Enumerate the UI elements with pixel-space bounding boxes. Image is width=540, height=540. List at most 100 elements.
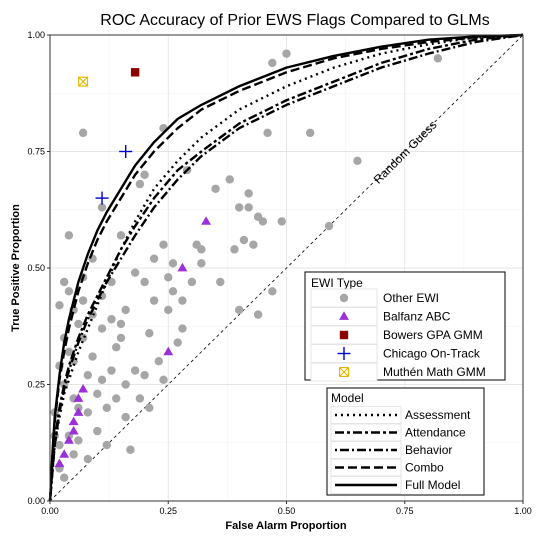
bowers-gpa-gmm-point: [130, 68, 140, 77]
other-ewi-point: [102, 403, 111, 412]
random-guess-line: [49, 34, 524, 502]
balfanz-abc-point: [73, 407, 84, 416]
other-ewi-point: [145, 403, 154, 412]
ewi-legend-label: Bowers GPA GMM: [383, 328, 483, 342]
chicago-on-track-point: [95, 191, 109, 205]
x-tick-label: 0.50: [278, 506, 296, 516]
other-ewi-point: [93, 389, 102, 399]
other-ewi-point: [164, 305, 173, 315]
model-legend-entries: Assessment Attendance Behavior Combo Full Mo…: [330, 406, 471, 494]
other-ewi-point: [59, 277, 69, 287]
other-ewi-point: [268, 287, 277, 296]
balfanz-abc-point: [54, 458, 65, 468]
other-ewi-point: [55, 301, 64, 310]
other-ewi-point: [93, 426, 102, 436]
ewi-legend-key-muth-n-math-gmm: [339, 367, 350, 378]
other-ewi-point: [130, 268, 140, 277]
other-ewi-point: [74, 319, 83, 329]
x-tick-label: 0.75: [396, 506, 414, 516]
y-tick-label: 0.25: [27, 380, 45, 390]
other-ewi-point: [83, 454, 93, 464]
ewi-legend-key-bowers-gpa-gmm: [339, 330, 349, 340]
other-ewi-point: [83, 370, 93, 380]
other-ewi-point: [433, 54, 443, 63]
balfanz-abc-point: [68, 416, 79, 426]
other-ewi-point: [135, 179, 145, 189]
other-ewi-point: [159, 375, 168, 385]
model-legend-label: Behavior: [405, 443, 452, 457]
other-ewi-point: [112, 394, 121, 403]
attendance-curve: [48, 33, 524, 502]
other-ewi-point: [249, 240, 258, 249]
other-ewi-point: [135, 394, 145, 403]
other-ewi-point: [69, 450, 78, 459]
x-axis-title: False Alarm Proportion: [225, 520, 347, 532]
other-ewi-point: [116, 231, 126, 240]
other-ewi-point: [64, 347, 74, 357]
other-ewi-point: [216, 277, 225, 287]
other-ewi-point: [59, 473, 69, 482]
points-group: [50, 49, 443, 482]
model-legend-label: Attendance: [405, 426, 466, 440]
other-ewi-point: [197, 245, 206, 254]
other-ewi-point: [353, 156, 362, 166]
other-ewi-point: [102, 440, 111, 450]
other-ewi-point: [263, 128, 272, 138]
model-legend-label: Combo: [405, 461, 444, 475]
x-tick-label: 0.00: [41, 506, 59, 516]
other-ewi-point: [121, 380, 130, 389]
other-ewi-point: [88, 352, 97, 361]
other-ewi-point: [121, 305, 130, 315]
ewi-legend-title: EWI Type: [311, 276, 363, 290]
balfanz-abc-point: [177, 262, 188, 272]
other-ewi-point: [178, 296, 187, 305]
other-ewi-point: [121, 412, 130, 422]
other-ewi-point: [277, 217, 286, 226]
balfanz-abc-point: [68, 425, 79, 435]
other-ewi-point: [225, 175, 234, 184]
other-ewi-point: [107, 366, 116, 375]
y-tick-label: 1.00: [27, 30, 45, 40]
other-ewi-point: [140, 170, 149, 179]
balfanz-abc-point: [59, 449, 70, 458]
other-ewi-point: [154, 357, 163, 366]
other-ewi-point: [55, 440, 64, 450]
y-tick-label: 0.50: [27, 263, 45, 273]
muth-n-math-gmm-point: [78, 76, 89, 87]
other-ewi-point: [116, 319, 126, 329]
full-model-curve: [48, 33, 524, 502]
other-ewi-point: [211, 184, 220, 193]
other-ewi-point: [173, 338, 182, 347]
other-ewi-point: [112, 343, 121, 352]
other-ewi-point: [74, 436, 83, 445]
balfanz-abc-point: [78, 383, 89, 393]
ewi-legend-key-chicago-on-track: [337, 347, 351, 360]
other-ewi-point: [126, 445, 135, 454]
other-ewi-point: [324, 221, 334, 231]
model-legend-title: Model: [331, 391, 364, 405]
ewi-legend-label: Balfanz ABC: [383, 310, 451, 324]
other-ewi-point: [235, 305, 244, 315]
other-ewi-point: [164, 273, 173, 282]
model-legend: Model Assessment Attendance Behavior Combo F…: [326, 387, 485, 496]
other-ewi-point: [64, 231, 74, 240]
y-axis-title: True Positive Proportion: [10, 204, 22, 332]
other-ewi-point: [159, 240, 168, 249]
x-tick-label: 1.00: [514, 506, 532, 516]
other-ewi-point: [78, 128, 88, 138]
model-legend-label: Full Model: [405, 478, 460, 492]
balfanz-abc-point: [163, 346, 174, 356]
y-tick-label: 0.00: [27, 496, 45, 506]
other-ewi-point: [140, 277, 149, 287]
other-ewi-point: [197, 259, 206, 268]
other-ewi-point: [168, 287, 178, 296]
other-ewi-point: [145, 329, 154, 338]
other-ewi-point: [88, 254, 97, 263]
other-ewi-point: [97, 324, 107, 333]
model-legend-label: Assessment: [405, 408, 471, 422]
other-ewi-point: [116, 333, 126, 343]
balfanz-abc-point: [201, 216, 212, 225]
balfanz-abc-point: [73, 393, 84, 402]
